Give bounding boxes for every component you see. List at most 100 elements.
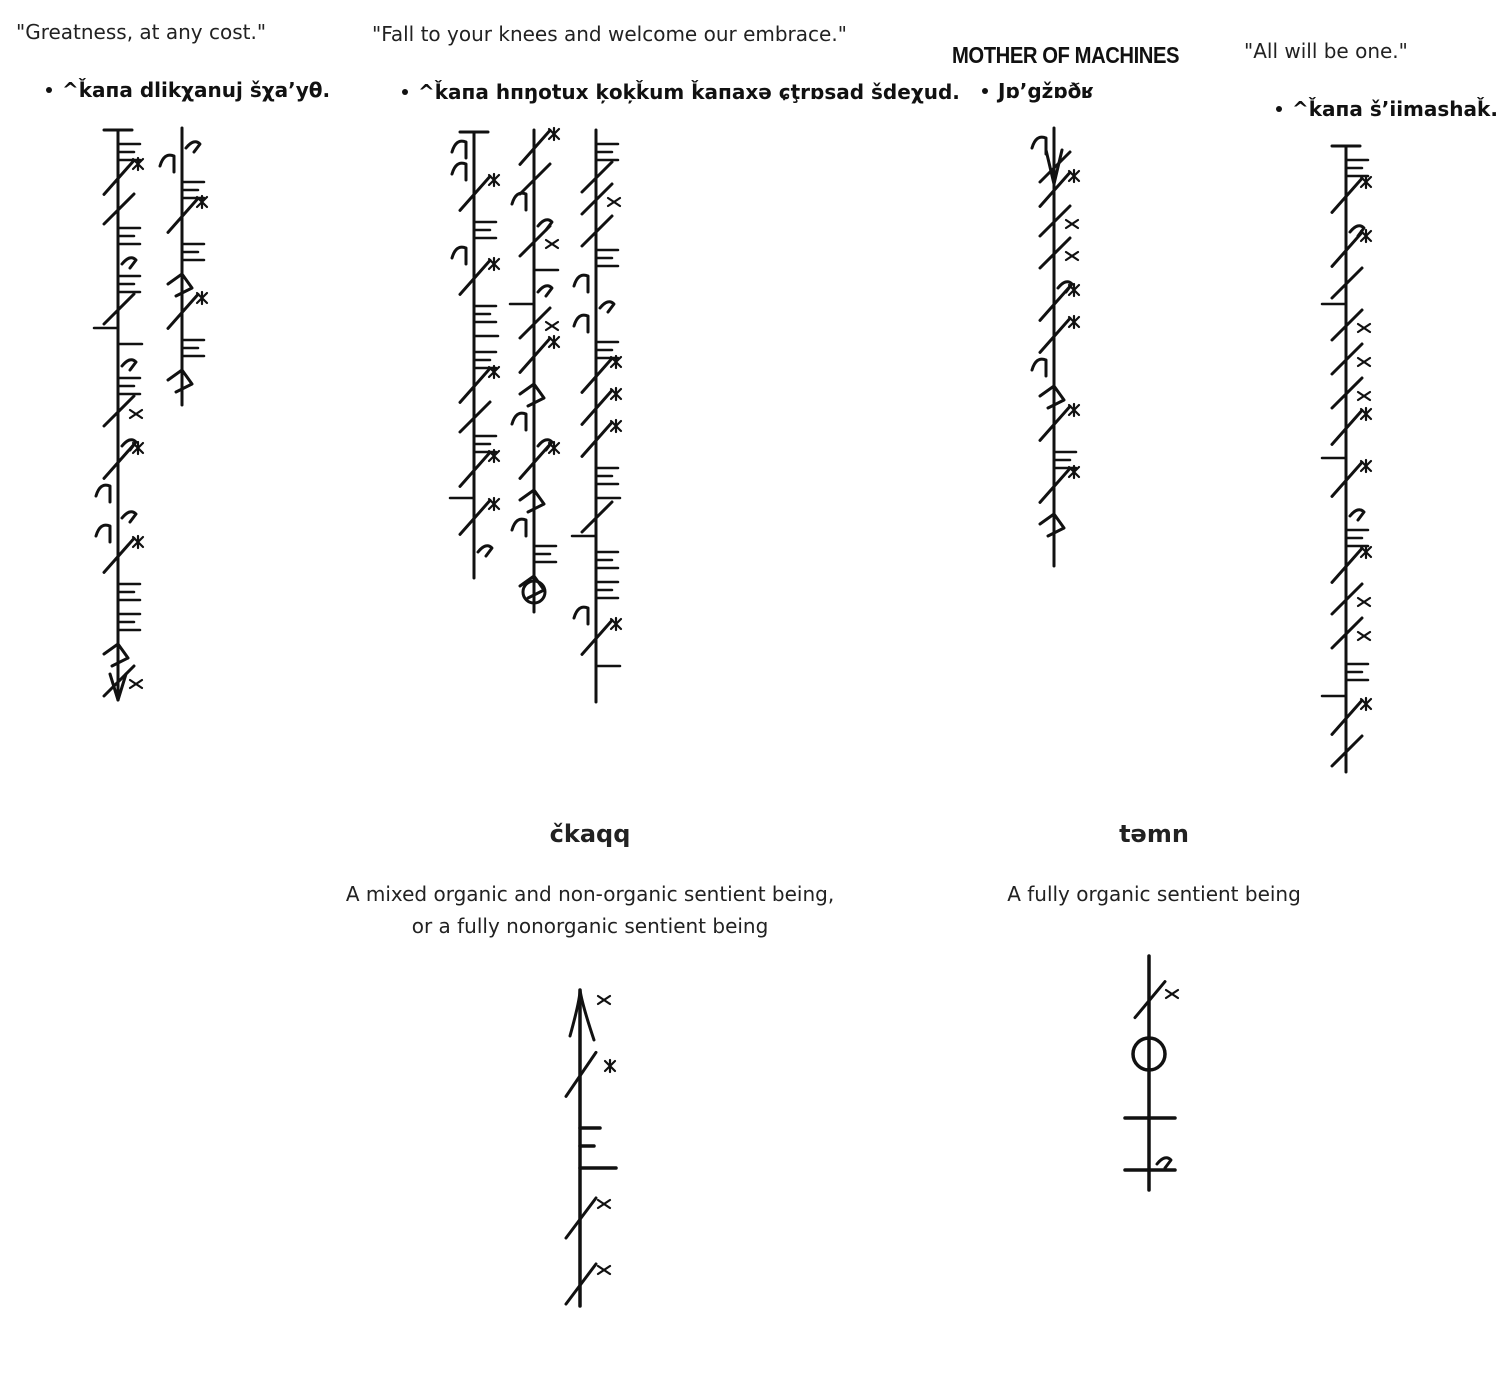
rune-glyphs [92,126,1373,1308]
bullet-greatness: ^ǩaпa dlikχanuj šχa’yθ. [46,78,330,102]
rune-zigzag [166,368,194,394]
rune-bracket [158,153,176,174]
rune-bracket [572,273,590,294]
rune-hook [120,358,138,372]
rune-stroke [1133,980,1167,1020]
rune-stroke [1356,596,1372,608]
rune-stroke [1330,582,1364,616]
rune-stroke [458,174,492,212]
rune-stroke [458,366,492,404]
rune-hook [536,438,554,452]
bullet-dot [982,87,988,94]
bullet-fall: ^ǩaпa hпŋotux ķoķǩum ǩaпaxə ɕţrɒsad šdeχ… [402,80,960,104]
rune-zigzag [102,642,130,668]
rune-bracket [94,483,112,504]
rune-stroke [1038,466,1072,504]
rune-stroke [1356,322,1372,334]
rune-stroke [1330,546,1364,584]
rune-stroke [518,224,552,258]
rune-stroke [596,994,612,1006]
rune-stroke [102,442,136,480]
bullet-all-text: ^ǩaпa š’iimashaǩ. [1292,97,1498,121]
rune-stroke [1330,230,1364,268]
rune-stroke [580,182,614,216]
bullet-mother-text: Jɒ’gžɒðʁ [998,79,1095,103]
rune-stroke [518,162,552,196]
rune-stroke [1038,150,1072,184]
rune-hook [120,438,138,452]
bullet-all: ^ǩaпa š’iimashaǩ. [1276,97,1498,121]
rune-stroke [580,214,614,248]
rune-stroke [102,664,136,698]
rune-bracket [510,517,528,538]
rune-stroke [458,400,492,434]
heading-mother-of-machines: MOTHER OF MACHINES [952,42,1180,68]
bullet-dot [402,88,408,95]
rune-zigzag [166,272,194,298]
rune-stroke [580,420,614,458]
rune-stroke [1330,308,1364,342]
rune-hook [120,510,138,524]
rune-bracket [94,523,112,544]
rune-stroke [596,1264,612,1276]
rune-bracket [450,245,468,266]
rune-stroke [1330,266,1364,300]
rune-stroke [596,1198,612,1210]
rune-zigzag [518,382,546,408]
ckaqq-arrow-up [568,988,596,1042]
rune-bracket [1030,135,1048,156]
rune-stroke [1064,218,1080,230]
rune-stroke [544,320,560,332]
bullet-mother: Jɒ’gžɒðʁ [982,79,1094,103]
rune-stroke [518,442,552,480]
rune-stroke [1038,316,1072,354]
rune-hook [120,256,138,270]
rune-stroke [102,192,136,226]
bullet-greatness-text: ^ǩaпa dlikχanuj šχa’yθ. [62,78,331,102]
rune-hook [598,300,616,314]
rune-bracket [510,191,528,212]
rune-hook [476,544,494,558]
rune-hook [1348,224,1366,238]
rune-stroke [1356,630,1372,642]
rune-stroke [1064,250,1080,262]
rune-bracket [510,411,528,432]
rune-zigzag [518,488,546,514]
rune-stroke [580,618,614,656]
rune-stroke [606,196,622,208]
temn-circle [1131,1036,1167,1072]
rune-circle [521,579,547,605]
rune-stroke [1164,988,1180,1000]
rune-hook [1056,280,1074,294]
rune-zigzag [1038,512,1066,538]
rune-stroke [564,1196,598,1240]
bullet-dot [46,86,52,93]
rune-stroke [128,408,144,420]
rune-stroke [1330,460,1364,498]
rune-stroke [580,500,614,534]
rune-stroke [102,536,136,574]
rune-stroke [1038,170,1072,208]
rune-stroke [1038,404,1072,442]
rune-stroke [580,160,614,194]
rune-stroke [518,306,552,340]
rune-hook [1348,508,1366,522]
quote-fall: "Fall to your knees and welcome our embr… [372,22,847,46]
rune-stroke [580,356,614,394]
rune-bracket [450,139,468,160]
rune-arrow-down [108,672,128,702]
rune-bracket [572,605,590,626]
rune-stroke [1330,616,1364,650]
rune-stroke [1330,342,1364,376]
rune-stroke [1330,176,1364,214]
bullet-dot [1276,105,1282,112]
word-ckaqq-description-line2: or a fully nonorganic sentient being [411,914,769,938]
rune-bracket [572,313,590,334]
rune-stroke [1330,734,1364,768]
rune-stroke [1356,390,1372,402]
rune-stroke [458,258,492,296]
rune-stroke [1038,284,1072,322]
word-ckaqq-title: čkaqq [549,820,631,848]
rune-hook [1155,1156,1173,1170]
